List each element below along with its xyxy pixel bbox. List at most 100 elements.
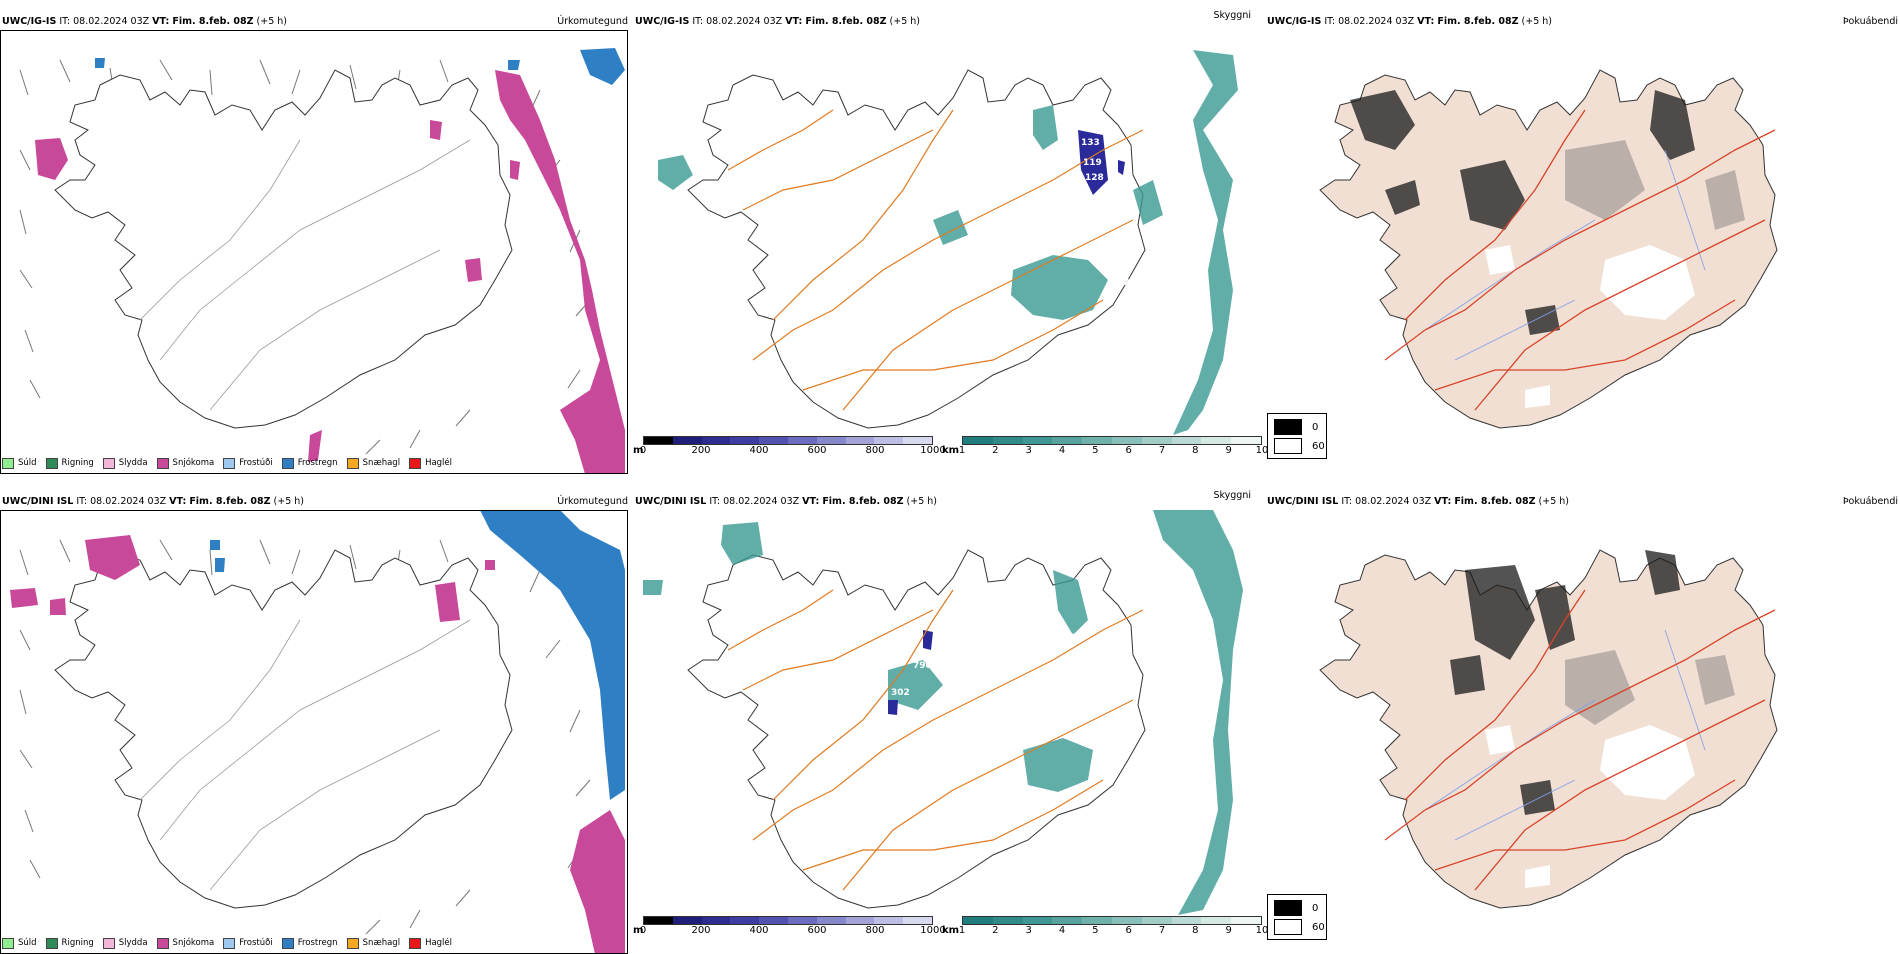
vis-label: 192 [1111,278,1130,288]
vt-label: VT: [1417,16,1435,27]
precip-map[interactable] [0,30,628,474]
scale-color-step [903,437,932,444]
glaciers [1485,245,1695,408]
precip-legend-item: Frostregn [281,457,338,469]
fog-panel-igis: UWC/IG-IS IT: 08.02.2024 03Z VT: Fim. 8.… [1265,14,1900,474]
fog-panel-dini: UWC/DINI ISL IT: 08.02.2024 03Z VT: Fim.… [1265,494,1900,954]
scale-color-step [845,437,875,444]
parameter-title: Skyggni [1213,490,1251,501]
ceiling-unit: m [633,445,644,456]
roads [139,619,471,891]
scale-tick-label: 2 [992,925,999,936]
scale-color-step [1082,917,1112,924]
ceiling-ticks: 0 200 400 600 800 1000 [640,925,946,937]
precip-legend-item: Frostúði [223,457,273,469]
scale-color-step [1171,917,1202,924]
fog-low-swatch [1274,438,1302,454]
vt-value: Fim. 8.feb. 08Z [805,16,887,27]
lead-time: (+5 h) [906,496,937,507]
roads [727,109,1144,411]
fog-high-swatch [1274,900,1302,916]
fog-legend-low: 60 [1274,438,1325,454]
scale-tick-label: 7 [1158,925,1166,936]
scale-tick-label: 6 [1125,445,1132,456]
roads [1384,589,1776,891]
model-name: UWC/IG-IS [2,16,57,27]
fog-low-swatch [1274,919,1302,935]
precip-legend-label: Slydda [118,458,148,468]
vis-label: 9 [1081,686,1087,696]
vt-label: VT: [169,496,187,507]
vis-label: 363 [1091,701,1110,711]
scale-color-step [1022,437,1053,444]
scale-color-step [701,437,731,444]
vt-value: Fim. 8.feb. 08Z [172,16,254,27]
precip-legend-swatch [2,457,14,469]
scale-tick-label: 10 [1255,445,1269,456]
scale-tick-label: 5 [1092,925,1099,936]
it-value: 08.02.2024 03Z [723,496,800,507]
it-value: 08.02.2024 03Z [90,496,167,507]
it-value: 08.02.2024 03Z [1355,496,1432,507]
scale-tick-label: 200 [691,445,711,456]
precip-legend-item: Haglél [409,937,453,949]
parameter-title: Skyggni [1213,10,1251,21]
fog-map[interactable] [1265,510,1900,922]
scale-tick-label: 10 [1255,925,1269,936]
fog-high-swatch [1274,419,1302,435]
precip-legend-item: Snjókoma [156,457,214,469]
scale-color-step [644,437,673,444]
precip-legend-item: Frostúði [223,937,273,949]
vis-label: 26 [1103,258,1116,268]
precip-legend-item: Haglél [409,457,452,469]
fog-legend-high: 0 [1274,900,1318,916]
scale-color-step [1111,917,1142,924]
scale-color-step [759,437,788,444]
ceiling-areas [1078,130,1125,195]
parameter-title: Úrkomutegund [557,16,628,27]
scale-tick-label: 9 [1225,445,1232,456]
ceiling-unit: m [633,925,644,936]
precip-legend-item: Rigning [45,457,94,469]
scale-color-step [672,917,702,924]
scale-color-step [672,437,702,444]
roads [727,589,1144,891]
lead-time: (+5 h) [1521,16,1553,27]
precip-legend-swatch [156,457,169,469]
map-frame [0,30,628,474]
model-name: UWC/IG-IS [1267,16,1322,27]
visibility-panel-igis: UWC/IG-IS IT: 08.02.2024 03Z VT: Fim. 8.… [633,10,1253,474]
precip-legend-item: Frostregn [281,937,338,949]
precip-legend-label: Haglél [425,938,453,948]
model-name: UWC/DINI ISL [1267,496,1339,507]
scale-color-step [1171,437,1202,444]
precip-legend-swatch [409,937,422,949]
it-value: 08.02.2024 03Z [73,16,150,27]
glaciers [1485,725,1695,888]
visibility-unit: km [942,445,960,456]
panel-header: UWC/IG-IS IT: 08.02.2024 03Z VT: Fim. 8.… [635,10,1253,30]
precip-legend-swatch [2,937,14,949]
visibility-map[interactable]: 626 790 302 9 363 [633,510,1253,922]
it-label: IT: [709,496,721,507]
ceiling-ticks: 0 200 400 600 800 1000 [640,445,946,457]
scale-tick-label: 1 [958,925,966,936]
scale-tick-label: 8 [1192,445,1199,456]
model-name: UWC/IG-IS [635,16,690,27]
precip-legend-item: Súld [2,937,37,949]
precip-legend-swatch [45,937,58,949]
lead-time: (+5 h) [256,16,288,27]
it-label: IT: [76,496,88,507]
visibility-map[interactable]: 133 119 128 702 247 26 192 [633,30,1253,442]
precip-legend-swatch [281,457,294,469]
precip-map[interactable] [0,510,628,954]
model-name: UWC/DINI ISL [635,496,707,507]
panel-header: UWC/DINI ISL IT: 08.02.2024 03Z VT: Fim.… [635,490,1253,510]
fog-map[interactable] [1265,30,1900,442]
visibility-unit: km [942,925,960,936]
vis-label: 133 [1081,138,1100,148]
precip-legend-item: Súld [2,457,37,469]
fog-low-label: 60 [1312,440,1325,452]
scale-color-step [816,437,846,444]
scale-tick-label: 400 [749,925,769,936]
